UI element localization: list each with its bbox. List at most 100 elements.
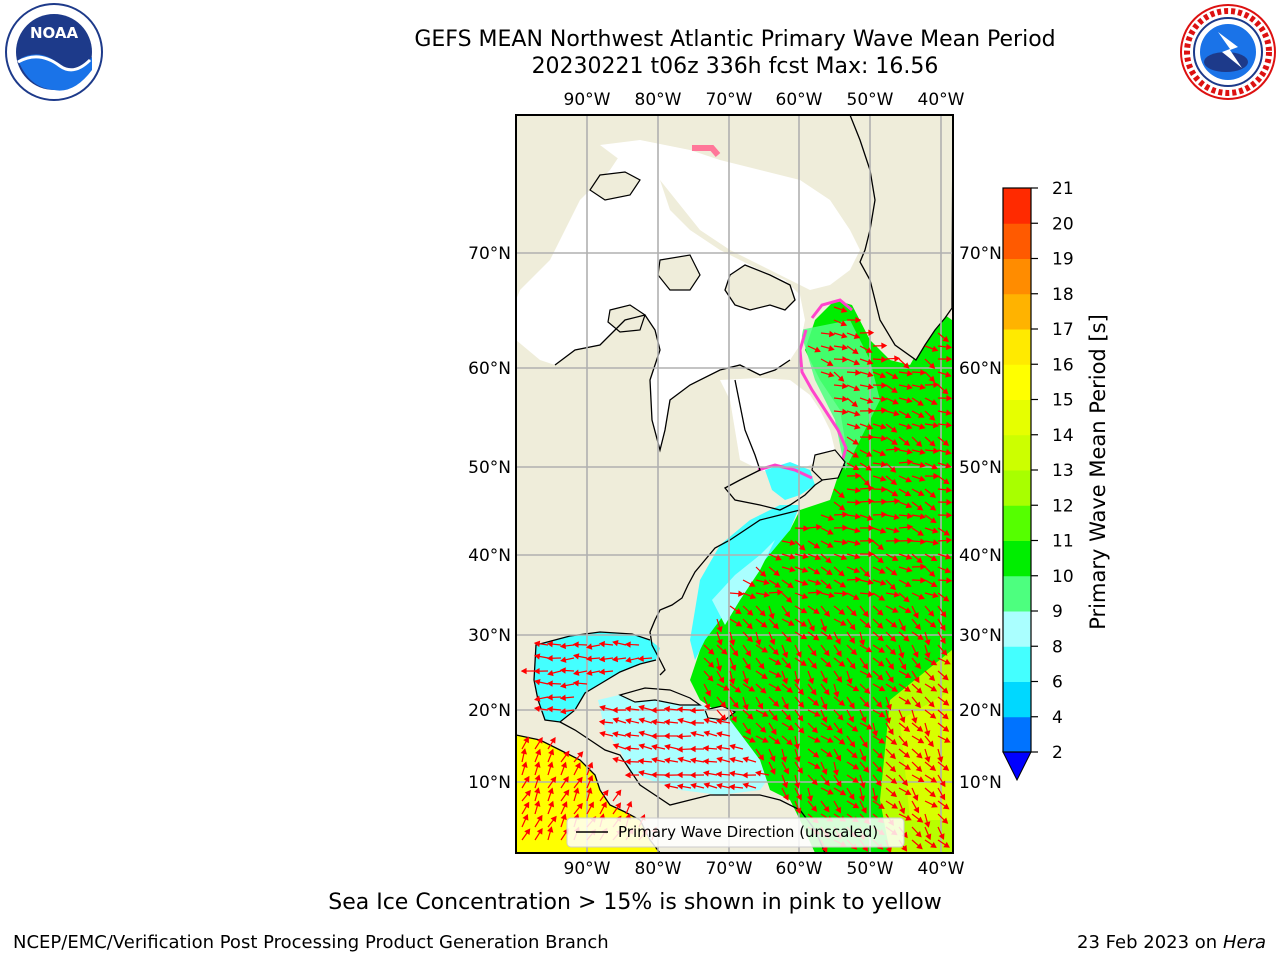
colorbar-tick-label: 6 — [1052, 673, 1063, 693]
wave-arrow — [872, 735, 886, 744]
wave-arrow — [833, 344, 849, 351]
wave-arrow — [560, 789, 570, 802]
wave-arrow — [924, 657, 938, 666]
wave-arrow — [833, 332, 848, 339]
wave-arrow — [742, 644, 752, 657]
wave-arrow — [559, 642, 575, 650]
wave-arrow — [820, 761, 828, 776]
wave-arrow — [638, 743, 653, 750]
colorbar-tick-label: 20 — [1052, 214, 1074, 234]
wave-arrow — [768, 683, 782, 691]
wave-arrow — [729, 605, 742, 615]
colorbar-tick-label: 9 — [1052, 602, 1063, 622]
wave-arrow — [924, 381, 940, 388]
wave-arrow — [807, 540, 821, 549]
wave-arrow — [898, 566, 913, 573]
wave-arrow — [534, 695, 549, 702]
wave-arrow — [520, 667, 536, 675]
wave-arrow — [521, 761, 528, 776]
colorbar-label: Primary Wave Mean Period [s] — [1086, 314, 1110, 630]
wave-arrow — [937, 813, 949, 824]
wave-arrow — [612, 756, 627, 763]
wave-arrow — [807, 644, 817, 657]
wave-arrow — [859, 578, 874, 586]
wave-arrow — [742, 618, 753, 630]
wave-arrow — [794, 696, 805, 708]
wave-arrow — [859, 485, 875, 492]
wave-arrow — [807, 566, 821, 575]
wave-arrow — [859, 498, 875, 505]
wave-arrow — [846, 436, 860, 445]
top-lon-label: 90°W — [564, 90, 611, 110]
bottom-lon-label: 90°W — [564, 859, 611, 879]
wave-arrow — [872, 486, 888, 493]
wave-arrow — [885, 488, 899, 497]
wave-arrow — [585, 643, 601, 650]
wave-arrow — [872, 670, 884, 681]
wave-arrow — [521, 828, 531, 841]
wave-arrow — [833, 382, 849, 390]
wave-arrow — [807, 683, 817, 696]
wave-arrow — [911, 826, 922, 838]
wave-arrow — [859, 329, 875, 336]
wave-arrow — [911, 683, 923, 694]
wave-arrow — [768, 579, 781, 588]
wave-arrow — [625, 800, 633, 815]
wave-arrow — [924, 421, 940, 429]
wave-arrow — [859, 657, 869, 670]
wave-arrow — [520, 748, 527, 763]
wave-arrow — [820, 748, 833, 758]
colorbar-tick-label: 14 — [1052, 426, 1074, 446]
wave-arrow — [612, 789, 622, 802]
hudson-bay-ice — [516, 155, 805, 450]
baffin-island — [724, 264, 796, 311]
wave-arrow — [677, 756, 692, 763]
wave-arrow — [663, 732, 679, 740]
wave-arrow — [924, 631, 931, 646]
wave-arrow — [885, 475, 898, 486]
wave-arrow — [820, 800, 830, 813]
wave-arrow — [924, 345, 939, 352]
bottom-lon-label: 40°W — [918, 859, 965, 879]
colorbar-segment — [1003, 470, 1031, 506]
wave-arrow — [885, 644, 897, 656]
arctic-island-1 — [589, 171, 641, 201]
wave-arrow — [937, 332, 949, 343]
wave-arrow — [598, 640, 614, 648]
wave-arrow — [846, 748, 858, 759]
wave-arrow — [534, 800, 541, 815]
left-lat-label: 40°N — [468, 546, 511, 566]
wave-arrow — [924, 527, 939, 534]
wave-arrow — [715, 657, 723, 672]
wave-arrow — [859, 722, 873, 730]
wave-arrow — [846, 605, 857, 617]
wave-arrow — [885, 591, 901, 598]
wave-arrow — [807, 345, 821, 353]
wave-arrow — [729, 683, 742, 693]
wave-arrow — [846, 449, 859, 458]
wave-arrow — [911, 461, 926, 468]
wave-arrow — [663, 771, 679, 779]
wave-arrow — [833, 631, 841, 645]
wave-arrow — [885, 513, 900, 520]
wave-arrow — [689, 707, 705, 714]
colorbar-segment — [1003, 575, 1031, 612]
wave-arrow — [755, 618, 768, 628]
wave-arrow — [521, 814, 529, 828]
wave-arrow — [898, 501, 913, 509]
wave-arrow — [547, 748, 555, 763]
wave-arrow — [937, 826, 945, 840]
wave-arrow — [820, 774, 830, 787]
wave-arrow — [872, 592, 886, 601]
wave-arrow — [898, 579, 912, 587]
colorbar-tick-label: 11 — [1052, 532, 1074, 552]
wave-arrow — [859, 774, 866, 789]
wave-arrow — [547, 815, 557, 828]
wave-arrow — [833, 787, 847, 796]
wave-arrow — [624, 705, 640, 713]
colorbar-tick-label: 17 — [1052, 320, 1074, 340]
wave-arrow — [871, 787, 879, 802]
wave-arrow — [937, 355, 953, 363]
colorbar-segment — [1003, 293, 1031, 330]
